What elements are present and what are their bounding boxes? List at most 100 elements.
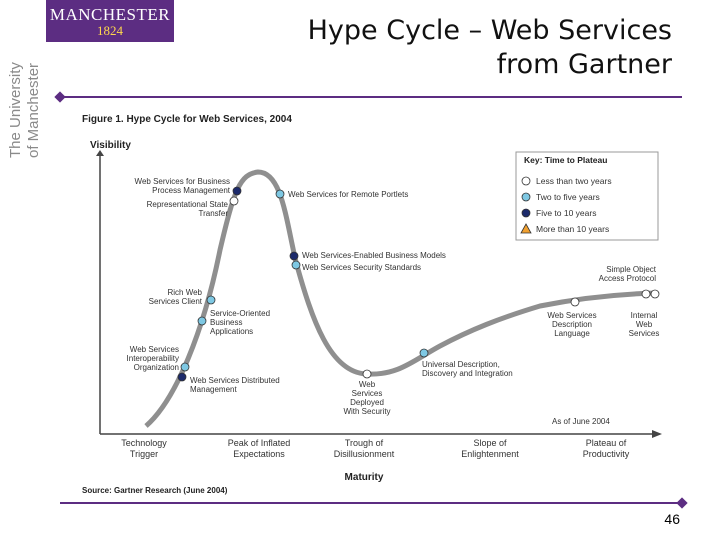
slide-title-line-2: from Gartner bbox=[496, 49, 672, 80]
university-logo: MANCHESTER 1824 bbox=[46, 0, 174, 42]
figure-caption: Figure 1. Hype Cycle for Web Services, 2… bbox=[82, 114, 292, 125]
tech-label-line-2: Services bbox=[352, 389, 383, 398]
key-title: Key: Time to Plateau bbox=[524, 155, 607, 165]
phase-label-line-1: Slope of bbox=[473, 438, 507, 448]
tech-label-line-2: Access Protocol bbox=[599, 274, 657, 283]
tech-label-line-3: Organization bbox=[134, 363, 179, 372]
phase-label-line-2: Expectations bbox=[233, 449, 285, 459]
tech-point-uddi: Universal Description, Discovery and Inte… bbox=[419, 348, 513, 378]
tech-marker bbox=[641, 289, 651, 299]
key-label: More than 10 years bbox=[536, 224, 609, 234]
tech-label: Web Services Deployed With Security bbox=[343, 380, 390, 416]
top-rule bbox=[60, 96, 682, 98]
tech-marker bbox=[206, 295, 216, 305]
tech-marker bbox=[232, 186, 242, 196]
tech-label-line-3: Deployed bbox=[350, 398, 384, 407]
tech-point-internal-ws: Internal Web Services bbox=[629, 289, 660, 338]
key-marker-dark-blue bbox=[521, 208, 531, 218]
tech-label-line-1: Service-Oriented bbox=[210, 309, 270, 318]
tech-marker bbox=[180, 362, 190, 372]
phase-label: Peak of Inflated Expectations bbox=[228, 438, 291, 459]
x-axis-label: Maturity bbox=[345, 472, 384, 483]
key-box bbox=[515, 151, 659, 241]
tech-marker bbox=[275, 189, 285, 199]
tech-point-deployed-security: Web Services Deployed With Security bbox=[343, 369, 391, 416]
tech-label-line-1: Web Services Security Standards bbox=[302, 263, 421, 272]
tech-label-line-1: Web Services Distributed bbox=[190, 376, 280, 385]
tech-point-wsdl: Web Services Description Language bbox=[547, 297, 597, 338]
tech-label-line-1: Web Services bbox=[547, 311, 596, 320]
key-item-five-to-ten: Five to 10 years bbox=[521, 208, 596, 218]
tech-point-wsdm: Web Services Distributed Management bbox=[177, 372, 280, 394]
tech-label-line-3: Applications bbox=[210, 327, 253, 336]
tech-marker bbox=[570, 297, 580, 307]
phase-trough: Trough of Disillusionment bbox=[334, 438, 395, 459]
tech-label-line-2: Services Client bbox=[149, 297, 203, 306]
tech-label-line-1: Representational State bbox=[147, 200, 229, 209]
label-backdrop bbox=[300, 249, 484, 259]
tech-marker bbox=[362, 369, 372, 379]
tech-point-bpm: Web Services for Business Process Managem… bbox=[135, 177, 242, 196]
phase-slope: Slope of Enlightenment bbox=[461, 438, 519, 459]
tech-label: Simple Object Access Protocol bbox=[599, 265, 657, 283]
key-item-more-than-ten: More than 10 years bbox=[520, 223, 609, 234]
tech-marker bbox=[419, 348, 429, 358]
tech-marker bbox=[291, 260, 301, 270]
tech-label-line-1: Rich Web bbox=[167, 288, 202, 297]
tech-label-line-2: Discovery and Integration bbox=[422, 369, 513, 378]
tech-label-line-1: Web Services-Enabled Business Models bbox=[302, 251, 446, 260]
tech-point-soa-apps: Service-Oriented Business Applications bbox=[197, 309, 270, 336]
tech-label-line-2: Web bbox=[636, 320, 653, 329]
key-item-two-to-five: Two to five years bbox=[521, 192, 600, 202]
x-axis-arrow bbox=[652, 430, 662, 438]
phase-label-line-2: Disillusionment bbox=[334, 449, 395, 459]
tech-label: Universal Description, Discovery and Inte… bbox=[422, 360, 513, 378]
tech-label-line-1: Web Services bbox=[130, 345, 179, 354]
tech-label-line-1: Web Services for Business bbox=[135, 177, 230, 186]
source-note: Source: Gartner Research (June 2004) bbox=[82, 486, 228, 495]
key-label: Two to five years bbox=[536, 192, 600, 202]
phase-label-line-2: Productivity bbox=[583, 449, 630, 459]
tech-label-line-2: Interoperability bbox=[127, 354, 179, 363]
tech-label-line-1: Web bbox=[359, 380, 376, 389]
phase-label: Plateau of Productivity bbox=[583, 438, 630, 459]
phase-label: Trough of Disillusionment bbox=[334, 438, 395, 459]
tech-marker bbox=[197, 316, 207, 326]
key-marker-light-blue bbox=[521, 192, 531, 202]
tech-label: Web Services for Remote Portlets bbox=[288, 190, 408, 199]
tech-marker bbox=[177, 372, 187, 382]
tech-label: Representational State Transfer bbox=[147, 200, 229, 218]
key-marker-orange-triangle bbox=[520, 223, 532, 234]
tech-label-line-4: With Security bbox=[343, 407, 390, 416]
hype-curve bbox=[144, 169, 657, 428]
phase-label: Technology Trigger bbox=[121, 438, 167, 459]
phase-technology-trigger: Technology Trigger bbox=[121, 438, 167, 459]
tech-label-line-3: Language bbox=[554, 329, 590, 338]
tech-label: Web Services for Business Process Managem… bbox=[135, 177, 231, 195]
key-label: Five to 10 years bbox=[536, 208, 596, 218]
tech-point-business-models: Web Services-Enabled Business Models bbox=[289, 249, 484, 261]
key-label: Less than two years bbox=[536, 176, 612, 186]
as-of-label: As of June 2004 bbox=[552, 417, 610, 426]
tech-label-line-1: Web Services for Remote Portlets bbox=[288, 190, 408, 199]
tech-label: Web Services Description Language bbox=[547, 311, 596, 338]
tech-label: Web Services-Enabled Business Models bbox=[302, 251, 446, 260]
logo-year: 1824 bbox=[97, 23, 123, 38]
tech-point-wsrp: Web Services for Remote Portlets bbox=[275, 189, 408, 199]
tech-label-line-2: Management bbox=[190, 385, 237, 394]
phase-label-line-1: Peak of Inflated bbox=[228, 438, 291, 448]
tech-label-line-2: Process Management bbox=[152, 186, 231, 195]
tech-label-line-2: Description bbox=[552, 320, 592, 329]
phase-peak: Peak of Inflated Expectations bbox=[228, 438, 291, 459]
tech-point-rest: Representational State Transfer bbox=[147, 196, 239, 218]
phase-plateau: Plateau of Productivity bbox=[583, 438, 630, 459]
phase-label-line-1: Technology bbox=[121, 438, 167, 448]
tech-point-rich-client: Rich Web Services Client bbox=[149, 288, 216, 306]
tech-label: Web Services Security Standards bbox=[302, 263, 421, 272]
tech-point-ws-i: Web Services Interoperability Organization bbox=[127, 345, 190, 372]
tech-point-soap: Simple Object Access Protocol bbox=[599, 265, 657, 299]
tech-label-line-1: Internal bbox=[631, 311, 658, 320]
tech-label: Web Services Distributed Management bbox=[190, 376, 280, 394]
tech-label: Internal Web Services bbox=[629, 311, 660, 338]
